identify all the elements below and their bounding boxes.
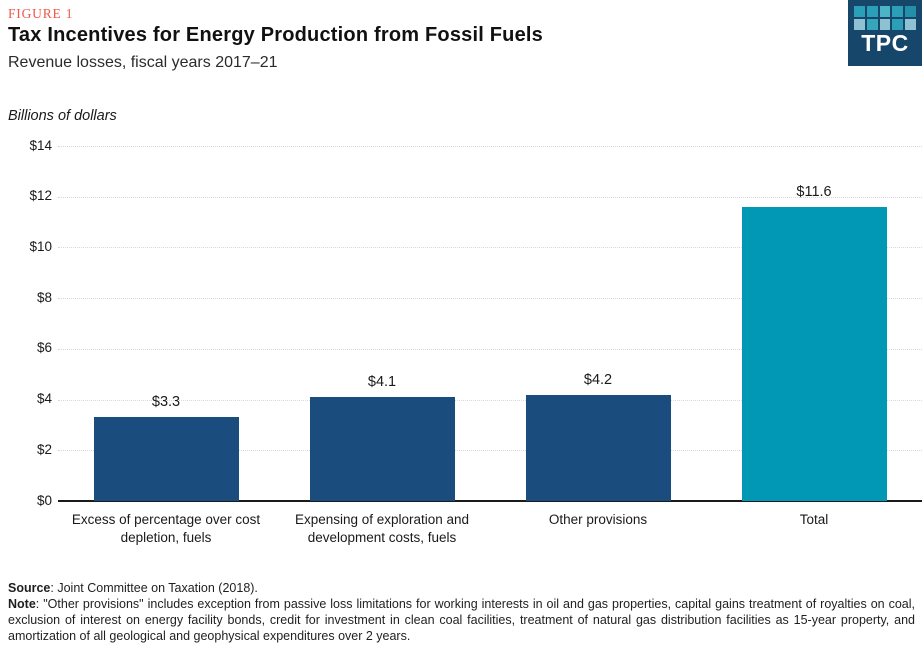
- gridline: [58, 196, 922, 198]
- source-line: Source: Joint Committee on Taxation (201…: [8, 581, 915, 597]
- logo-square-icon: [905, 6, 916, 17]
- note-text: : "Other provisions" includes exception …: [8, 596, 915, 643]
- x-axis-line: [58, 500, 922, 502]
- gridline: [58, 399, 922, 401]
- footer-notes: Source: Joint Committee on Taxation (201…: [8, 581, 915, 645]
- logo-square-icon: [854, 19, 865, 30]
- x-category-label: Total: [799, 512, 829, 527]
- y-tick-label: $12: [29, 188, 52, 204]
- logo-square-icon: [854, 6, 865, 17]
- y-tick-label: $8: [36, 289, 52, 305]
- gridline: [58, 146, 922, 147]
- plot-area: $0 $2 $4 $6 $8 $10 $12 $14 $3.3 Excess of percent…: [0, 136, 922, 566]
- logo-square-icon: [892, 19, 904, 30]
- logo-square-icon: [866, 6, 878, 17]
- logo-square-icon: [879, 6, 891, 17]
- y-axis-units-label: Billions of dollars: [8, 108, 117, 124]
- note-line: Note: "Other provisions" includes except…: [8, 597, 915, 645]
- chart-subtitle: Revenue losses, fiscal years 2017–21: [8, 54, 278, 71]
- bar: [93, 417, 239, 501]
- logo-square-icon: [879, 19, 891, 30]
- bar-value-label: $4.2: [583, 371, 613, 388]
- y-tick-label: $0: [36, 492, 52, 508]
- logo-square-icon: [905, 19, 916, 30]
- bar-value-label: $4.1: [367, 374, 397, 391]
- tpc-logo-squares-icon: [854, 6, 916, 30]
- tpc-logo-text: TPC: [861, 30, 909, 56]
- y-tick-label: $2: [36, 441, 52, 457]
- source-label: Source: [8, 581, 51, 595]
- gridline: [58, 450, 922, 452]
- x-category-label: Excess of percentage over cost depletion…: [71, 512, 261, 546]
- note-label: Note: [8, 596, 36, 611]
- chart-title: Tax Incentives for Energy Production fro…: [8, 24, 543, 46]
- figure-number-label: FIGURE 1: [8, 6, 74, 21]
- logo-square-icon: [866, 19, 878, 30]
- gridline: [58, 247, 922, 249]
- bar-value-label: $11.6: [796, 183, 832, 200]
- y-tick-label: $14: [29, 137, 52, 153]
- x-category-label: Expensing of exploration and development…: [294, 512, 470, 546]
- y-tick-label: $10: [29, 238, 52, 254]
- bar: [309, 397, 455, 501]
- bar-value-label: $3.3: [151, 394, 181, 411]
- y-tick-label: $6: [36, 340, 52, 356]
- gridline: [58, 348, 922, 350]
- source-text: : Joint Committee on Taxation (2018).: [50, 581, 258, 595]
- x-category-label: Other provisions: [548, 512, 648, 527]
- logo-square-icon: [892, 6, 904, 17]
- bar: [741, 206, 887, 501]
- y-tick-label: $4: [36, 391, 52, 407]
- bar: [525, 394, 671, 501]
- tpc-logo: TPC: [848, 0, 922, 66]
- gridline: [58, 298, 922, 300]
